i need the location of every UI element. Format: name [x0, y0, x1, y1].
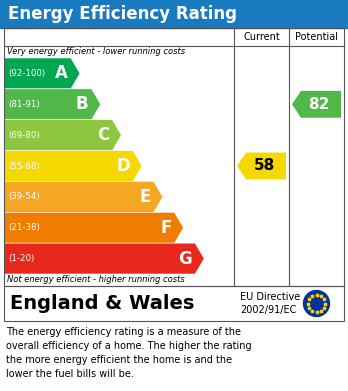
- Polygon shape: [292, 91, 341, 118]
- Text: EU Directive: EU Directive: [240, 292, 300, 302]
- Polygon shape: [4, 212, 183, 243]
- Text: England & Wales: England & Wales: [10, 294, 195, 313]
- Text: 2002/91/EC: 2002/91/EC: [240, 305, 296, 315]
- Text: 82: 82: [308, 97, 330, 112]
- Text: G: G: [178, 249, 192, 267]
- Text: A: A: [55, 65, 68, 83]
- Text: B: B: [76, 95, 89, 113]
- Text: (1-20): (1-20): [8, 254, 34, 263]
- Text: 58: 58: [253, 158, 275, 174]
- Polygon shape: [4, 151, 142, 181]
- Circle shape: [303, 291, 330, 316]
- Text: (81-91): (81-91): [8, 100, 40, 109]
- Text: E: E: [139, 188, 151, 206]
- Polygon shape: [4, 120, 121, 151]
- Polygon shape: [4, 58, 80, 89]
- Bar: [4, 286, 344, 321]
- Bar: [0, 0, 348, 28]
- Text: (39-54): (39-54): [8, 192, 40, 201]
- Text: Current: Current: [243, 32, 280, 42]
- Polygon shape: [237, 152, 286, 179]
- Text: Not energy efficient - higher running costs: Not energy efficient - higher running co…: [7, 276, 185, 285]
- Text: The energy efficiency rating is a measure of the
overall efficiency of a home. T: The energy efficiency rating is a measur…: [6, 327, 252, 379]
- Bar: [4, 28, 344, 286]
- Text: D: D: [116, 157, 130, 175]
- Text: C: C: [97, 126, 109, 144]
- Polygon shape: [4, 243, 204, 274]
- Polygon shape: [4, 89, 101, 120]
- Text: (69-80): (69-80): [8, 131, 40, 140]
- Text: (92-100): (92-100): [8, 69, 45, 78]
- Polygon shape: [4, 181, 163, 212]
- Text: (21-38): (21-38): [8, 223, 40, 232]
- Text: F: F: [160, 219, 172, 237]
- Text: Potential: Potential: [295, 32, 338, 42]
- Text: Very energy efficient - lower running costs: Very energy efficient - lower running co…: [7, 47, 185, 57]
- Text: Energy Efficiency Rating: Energy Efficiency Rating: [8, 5, 237, 23]
- Text: (55-68): (55-68): [8, 161, 40, 170]
